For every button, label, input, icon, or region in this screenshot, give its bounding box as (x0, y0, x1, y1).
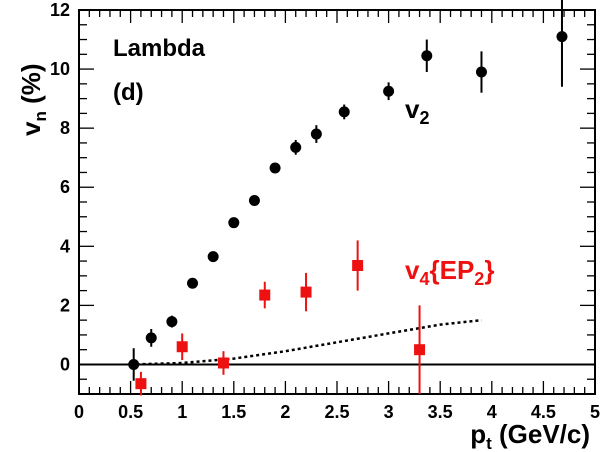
y-axis-title-units: (%) (16, 63, 46, 111)
x-tick-label: 1.5 (221, 402, 246, 422)
x-tick-label: 4.5 (531, 402, 556, 422)
x-tick-label: 1 (177, 402, 187, 422)
legend-v2: v2 (405, 94, 429, 128)
y-tick-label: 12 (50, 0, 70, 20)
data-point (228, 217, 240, 229)
data-point (176, 341, 188, 353)
x-tick-label: 4 (487, 402, 497, 422)
y-tick-label: 6 (60, 177, 70, 197)
x-axis-title-main: p (470, 419, 486, 449)
x-tick-label: 0.5 (118, 402, 143, 422)
legend-v4-main: v (405, 255, 420, 285)
y-axis-title-sub: n (31, 111, 50, 121)
data-point (556, 31, 568, 43)
legend-v4-ep-sub: 2 (474, 269, 484, 289)
y-tick-label: 2 (60, 295, 70, 315)
x-axis-title: pt (GeV/c) (470, 419, 590, 452)
y-tick-label: 4 (60, 236, 70, 256)
data-point (269, 162, 281, 174)
data-point (259, 289, 271, 301)
data-point (383, 85, 395, 97)
data-point (166, 316, 178, 328)
data-point (310, 128, 322, 140)
data-point (414, 344, 426, 356)
data-point (338, 106, 350, 118)
y-axis-title: vn (%) (16, 63, 50, 136)
series-v4 (135, 240, 426, 396)
x-tick-label: 2.5 (324, 402, 349, 422)
data-point (187, 277, 199, 289)
y-tick-label: 0 (60, 354, 70, 374)
legend-v4-brace-close: } (484, 255, 494, 285)
data-point (128, 358, 140, 370)
x-tick-label: 3 (384, 402, 394, 422)
dotted-curve (130, 318, 482, 366)
legend-v4: v4{EP2} (405, 255, 494, 289)
y-tick-label: 10 (50, 59, 70, 79)
data-point (421, 50, 433, 62)
x-tick-label: 2 (280, 402, 290, 422)
data-point (217, 357, 229, 369)
axis-ticks (78, 9, 596, 395)
data-point (300, 286, 312, 298)
annotation-lambda: Lambda (113, 35, 206, 62)
y-tick-label: 8 (60, 118, 70, 138)
data-point (145, 332, 157, 344)
legend-v4-sub: 4 (419, 269, 429, 289)
data-point (352, 260, 364, 272)
legend-v4-brace-open: {EP (429, 255, 474, 285)
data-point (290, 141, 302, 153)
x-axis-title-sub: t (486, 434, 492, 452)
legend-v2-main: v (405, 94, 420, 124)
y-axis-title-main: v (16, 121, 46, 136)
annotation-panel: (d) (113, 79, 144, 106)
axis-tick-labels: 0 0.5 1 1.5 2 2.5 3 3.5 4 4.5 5 0 2 4 6 8 10 12 (50, 0, 600, 422)
x-axis-title-units: (GeV/c) (492, 419, 590, 449)
data-point (135, 378, 147, 390)
data-point (207, 251, 219, 263)
x-tick-label: 3.5 (428, 402, 453, 422)
data-point (248, 195, 260, 207)
data-point (475, 66, 487, 78)
x-tick-label: 5 (590, 402, 600, 422)
x-tick-label: 0 (74, 402, 84, 422)
legend-v2-sub: 2 (419, 108, 429, 128)
series-v2 (128, 0, 568, 381)
